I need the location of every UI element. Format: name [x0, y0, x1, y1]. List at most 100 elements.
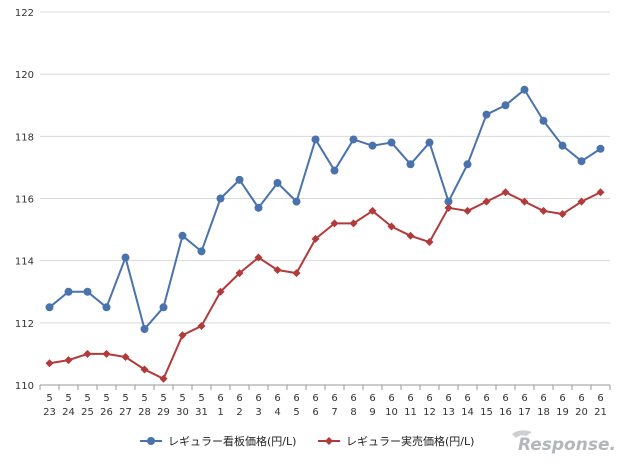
legend-label-series-1: レギュラー看板価格(円/L)	[168, 434, 296, 448]
data-point-series-1	[64, 287, 73, 296]
data-point-series-2	[83, 349, 92, 358]
legend-marker-circle	[147, 437, 155, 445]
data-point-series-1	[311, 135, 320, 144]
data-point-series-2	[140, 365, 149, 374]
legend-label-series-2: レギュラー実売価格(円/L)	[346, 434, 474, 448]
y-tick-label: 112	[15, 319, 34, 330]
data-point-series-1	[539, 116, 548, 125]
data-point-series-2	[197, 321, 206, 330]
data-point-series-2	[273, 265, 282, 274]
data-point-series-1	[577, 157, 586, 166]
data-point-series-2	[292, 269, 301, 278]
x-tick-month: 6	[312, 393, 318, 404]
y-axis: 110 112 114 116 118 120 122	[15, 8, 34, 392]
x-tick-month: 6	[388, 393, 394, 404]
x-tick-day: 11	[404, 407, 417, 418]
x-tick-month: 6	[236, 393, 242, 404]
x-tick-day: 29	[157, 407, 170, 418]
y-tick-label: 110	[15, 381, 34, 392]
data-point-series-2	[463, 206, 472, 215]
x-tick-day: 25	[81, 407, 94, 418]
data-point-series-2	[178, 331, 187, 340]
x-tick-month: 5	[122, 393, 128, 404]
x-tick-day: 4	[274, 407, 280, 418]
data-point-series-2	[159, 374, 168, 383]
x-tick-day: 19	[556, 407, 569, 418]
data-point-series-2	[330, 219, 339, 228]
x-tick-month: 6	[578, 393, 584, 404]
data-point-series-1	[197, 247, 206, 256]
data-point-series-2	[45, 359, 54, 368]
y-tick-label: 122	[15, 8, 34, 19]
data-point-series-1	[482, 110, 491, 119]
y-tick-label: 114	[15, 257, 34, 268]
x-tick-month: 6	[464, 393, 470, 404]
series-line-2	[49, 191, 601, 380]
data-point-series-2	[577, 197, 586, 206]
data-point-series-1	[216, 194, 225, 203]
x-tick-month: 6	[293, 393, 299, 404]
x-tick-day: 12	[423, 407, 436, 418]
x-tick-month: 6	[369, 393, 375, 404]
series-lines	[48, 88, 602, 380]
x-tick-month: 6	[255, 393, 261, 404]
x-tick-month: 5	[84, 393, 90, 404]
data-point-series-2	[254, 253, 263, 262]
x-tick-day: 15	[480, 407, 493, 418]
x-axis: 5235245255265275285295305316162636465666…	[39, 384, 611, 418]
data-point-series-2	[406, 231, 415, 240]
x-tick-month: 6	[483, 393, 489, 404]
x-tick-month: 6	[597, 393, 603, 404]
x-tick-day: 23	[43, 407, 56, 418]
data-point-series-2	[368, 206, 377, 215]
data-point-series-1	[235, 175, 244, 184]
y-tick-label: 116	[15, 195, 34, 206]
x-tick-day: 28	[138, 407, 151, 418]
data-point-series-1	[292, 197, 301, 206]
x-tick-month: 6	[217, 393, 223, 404]
data-point-series-2	[349, 219, 358, 228]
x-tick-day: 6	[312, 407, 318, 418]
x-tick-month: 6	[426, 393, 432, 404]
data-point-series-2	[520, 197, 529, 206]
data-point-series-1	[463, 160, 472, 169]
data-point-series-2	[539, 206, 548, 215]
data-point-series-1	[330, 166, 339, 175]
x-tick-month: 6	[350, 393, 356, 404]
data-point-series-1	[254, 203, 263, 212]
data-point-series-1	[501, 101, 510, 110]
legend-marker-diamond	[325, 437, 333, 445]
x-tick-month: 6	[502, 393, 508, 404]
x-tick-day: 31	[195, 407, 208, 418]
y-tick-label: 120	[15, 70, 34, 81]
data-point-series-1	[406, 160, 415, 169]
x-tick-day: 10	[385, 407, 398, 418]
x-tick-month: 6	[407, 393, 413, 404]
data-point-series-1	[387, 138, 396, 147]
x-tick-month: 6	[274, 393, 280, 404]
data-point-series-1	[121, 253, 130, 262]
data-point-series-1	[425, 138, 434, 147]
series-markers	[45, 85, 605, 383]
data-point-series-2	[482, 197, 491, 206]
data-point-series-1	[102, 303, 111, 312]
x-tick-day: 13	[442, 407, 455, 418]
x-tick-day: 2	[236, 407, 242, 418]
data-point-series-1	[558, 141, 567, 150]
y-tick-label: 118	[15, 132, 34, 143]
data-point-series-1	[596, 144, 605, 153]
data-point-series-2	[216, 287, 225, 296]
x-tick-month: 5	[46, 393, 52, 404]
x-tick-day: 3	[255, 407, 261, 418]
data-point-series-2	[558, 210, 567, 219]
x-tick-month: 5	[179, 393, 185, 404]
data-point-series-2	[596, 188, 605, 197]
x-tick-month: 6	[540, 393, 546, 404]
data-point-series-2	[102, 349, 111, 358]
gridlines	[40, 11, 610, 324]
data-point-series-2	[425, 238, 434, 247]
x-tick-month: 6	[559, 393, 565, 404]
data-point-series-1	[273, 178, 282, 187]
x-tick-day: 24	[62, 407, 75, 418]
